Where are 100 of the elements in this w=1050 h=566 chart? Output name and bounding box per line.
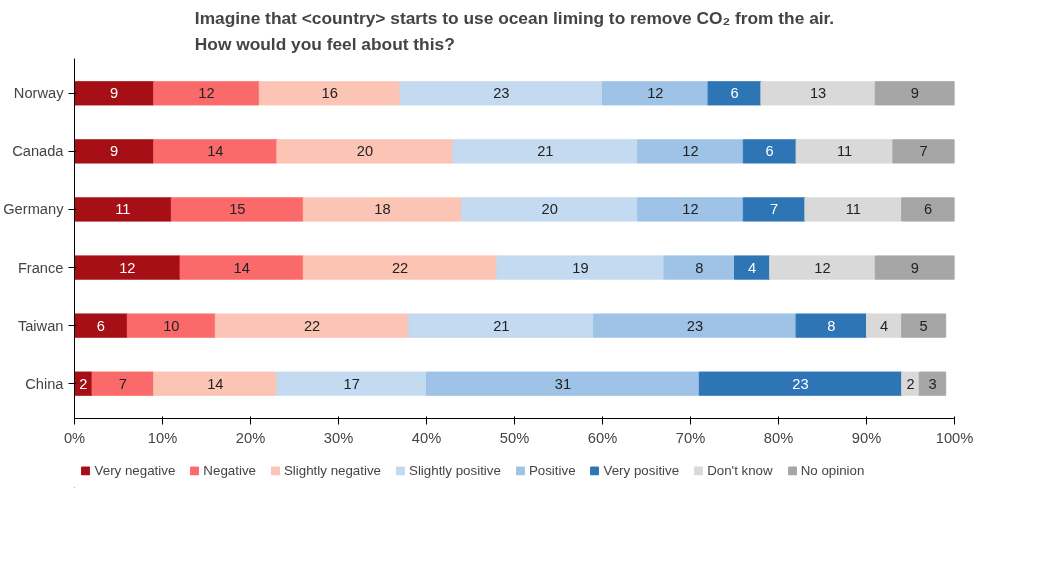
data-label: 14	[233, 259, 250, 276]
data-label: 2	[79, 375, 88, 392]
data-label: 9	[110, 85, 119, 102]
bar	[734, 255, 771, 280]
bar	[452, 139, 639, 164]
bar	[892, 139, 955, 164]
data-label: 6	[730, 85, 739, 102]
data-label: 14	[207, 143, 224, 160]
data-label: 12	[647, 85, 664, 102]
x-tick-label: 50%	[499, 429, 530, 446]
data-label: 9	[110, 143, 119, 160]
bar	[804, 197, 903, 222]
bar	[399, 81, 603, 106]
x-tick-label: 10%	[147, 429, 178, 446]
data-label: 12	[198, 85, 215, 102]
bar	[707, 81, 762, 106]
legend-label: Don't know	[707, 462, 773, 478]
bar	[461, 197, 639, 222]
data-label: 2	[906, 375, 915, 392]
data-label: 17	[343, 375, 360, 392]
bar	[302, 197, 463, 222]
bar	[153, 371, 278, 396]
bar	[901, 371, 920, 396]
x-tick-label: 100%	[935, 429, 974, 446]
bar	[74, 313, 128, 338]
data-label: 22	[391, 259, 409, 276]
bar	[593, 313, 797, 338]
data-label: 23	[792, 375, 809, 392]
bar	[637, 139, 744, 164]
bar	[901, 313, 947, 338]
bar	[276, 371, 427, 396]
data-label: 15	[229, 201, 246, 218]
data-label: 7	[770, 201, 779, 218]
legend-label: Very negative	[94, 462, 176, 478]
x-tick-label: 0%	[63, 429, 86, 446]
bar	[74, 197, 172, 222]
y-tick-label: China	[25, 375, 65, 392]
data-label: 31	[554, 375, 572, 392]
data-label: 21	[537, 143, 554, 160]
bar	[866, 313, 903, 338]
x-tick-label: 80%	[763, 429, 794, 446]
data-label: 22	[303, 317, 321, 334]
bar	[153, 81, 260, 106]
bar	[170, 197, 304, 222]
data-label: 20	[356, 143, 374, 160]
bar	[408, 313, 595, 338]
data-label: 6	[96, 317, 105, 334]
data-label: 11	[836, 143, 853, 160]
x-tick-label: 20%	[235, 429, 266, 446]
bar	[901, 197, 955, 222]
y-tick-label: Canada	[12, 143, 65, 160]
legend-label: Slightly negative	[283, 462, 382, 478]
data-label: 18	[374, 201, 391, 218]
bar	[918, 371, 947, 396]
data-label: 12	[814, 259, 831, 276]
data-label: 14	[207, 375, 224, 392]
bar	[742, 139, 797, 164]
data-label: 6	[765, 143, 774, 160]
y-tick-label: Norway	[13, 85, 65, 102]
bar	[496, 255, 665, 280]
bar	[663, 255, 735, 280]
data-label: 9	[910, 259, 919, 276]
data-label: 7	[919, 143, 928, 160]
data-label: 10	[163, 317, 180, 334]
bar	[74, 81, 155, 106]
data-label: 7	[118, 375, 127, 392]
data-label: 21	[493, 317, 510, 334]
data-label: 4	[880, 317, 889, 334]
chart-title: Imagine that <country> starts to use ocean liming to remove CO₂ from the air. How would you feel about this?	[194, 7, 835, 54]
legend-label: Positive	[528, 462, 576, 478]
bar	[795, 139, 894, 164]
data-label: 5	[919, 317, 928, 334]
bar	[126, 313, 216, 338]
bar	[74, 255, 181, 280]
data-label: 8	[827, 317, 836, 334]
bar	[874, 255, 955, 280]
data-label: 8	[695, 259, 704, 276]
bar	[302, 255, 498, 280]
bar	[742, 197, 806, 222]
bar	[698, 371, 903, 396]
bar	[769, 255, 876, 280]
bar	[153, 139, 278, 164]
bar	[637, 197, 744, 222]
bar	[214, 313, 410, 338]
data-label: 9	[910, 85, 919, 102]
bar	[91, 371, 155, 396]
legend-label: Negative	[203, 462, 256, 478]
y-tick-label: Germany	[3, 201, 65, 218]
data-label: 13	[809, 85, 827, 102]
data-label: 4	[748, 259, 757, 276]
data-label: 19	[572, 259, 589, 276]
legend-label: Slightly positive	[409, 462, 501, 478]
data-label: 6	[924, 201, 933, 218]
legend-label: No opinion	[800, 462, 865, 478]
bar	[74, 139, 155, 164]
y-tick-label: Taiwan	[17, 317, 64, 334]
x-tick-label: 70%	[675, 429, 706, 446]
data-label: 3	[928, 375, 937, 392]
legend-label: Very positive	[603, 462, 680, 478]
x-tick-label: 30%	[323, 429, 354, 446]
